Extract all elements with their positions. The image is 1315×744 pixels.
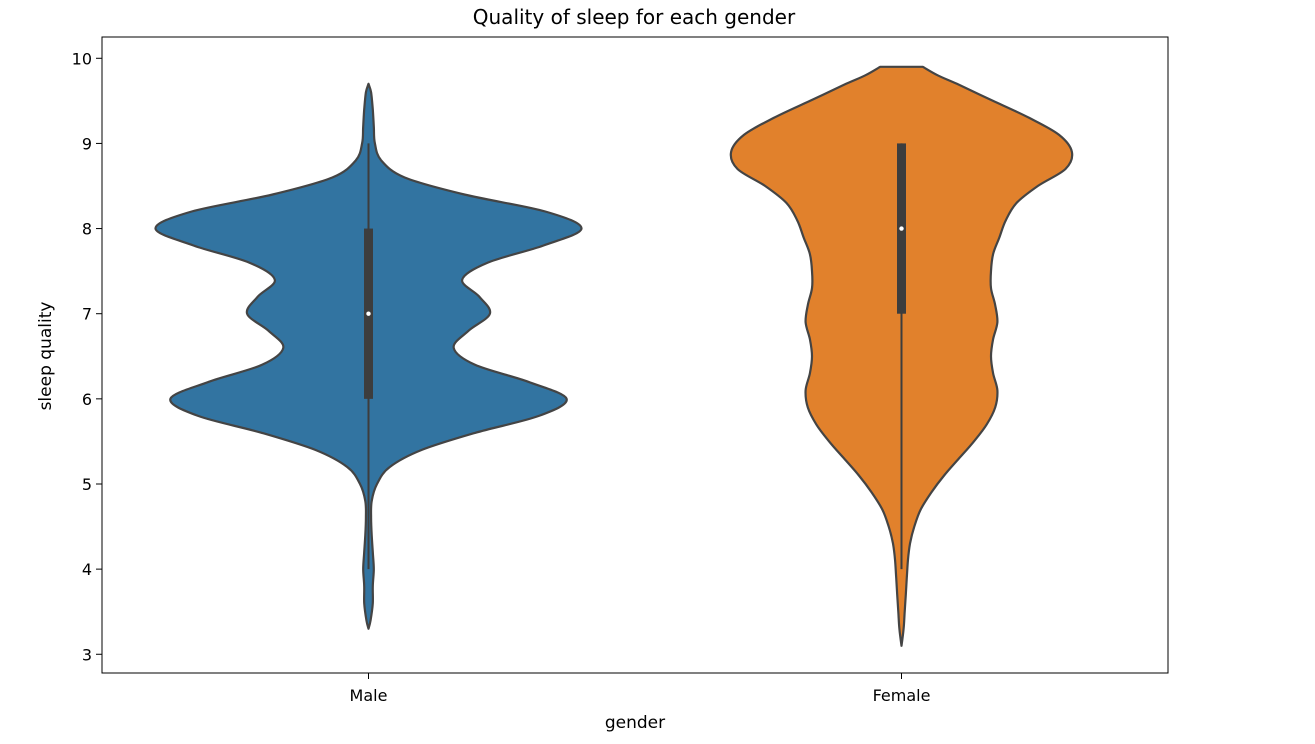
violins-group: [154, 65, 1074, 647]
chart-title: Quality of sleep for each gender: [473, 5, 796, 29]
y-axis-ticks: 3 4 5 6 7 8 9 10: [72, 49, 102, 664]
y-tick-label: 7: [82, 305, 92, 324]
y-tick-label: 8: [82, 220, 92, 239]
x-tick-label: Female: [873, 686, 931, 705]
median-point-male: [366, 311, 371, 316]
x-axis-label: gender: [605, 713, 665, 733]
x-axis-ticks: Male Female: [350, 673, 931, 705]
y-tick-label: 5: [82, 475, 92, 494]
y-tick-label: 10: [72, 49, 92, 68]
plot-area-frame: [101, 36, 1169, 674]
y-tick-label: 6: [82, 390, 92, 409]
y-tick-label: 3: [82, 645, 92, 664]
x-tick-label: Male: [350, 686, 388, 705]
median-point-female: [899, 226, 904, 231]
y-axis-label: sleep quality: [36, 302, 56, 411]
y-tick-label: 9: [82, 134, 92, 153]
y-tick-label: 4: [82, 560, 92, 579]
